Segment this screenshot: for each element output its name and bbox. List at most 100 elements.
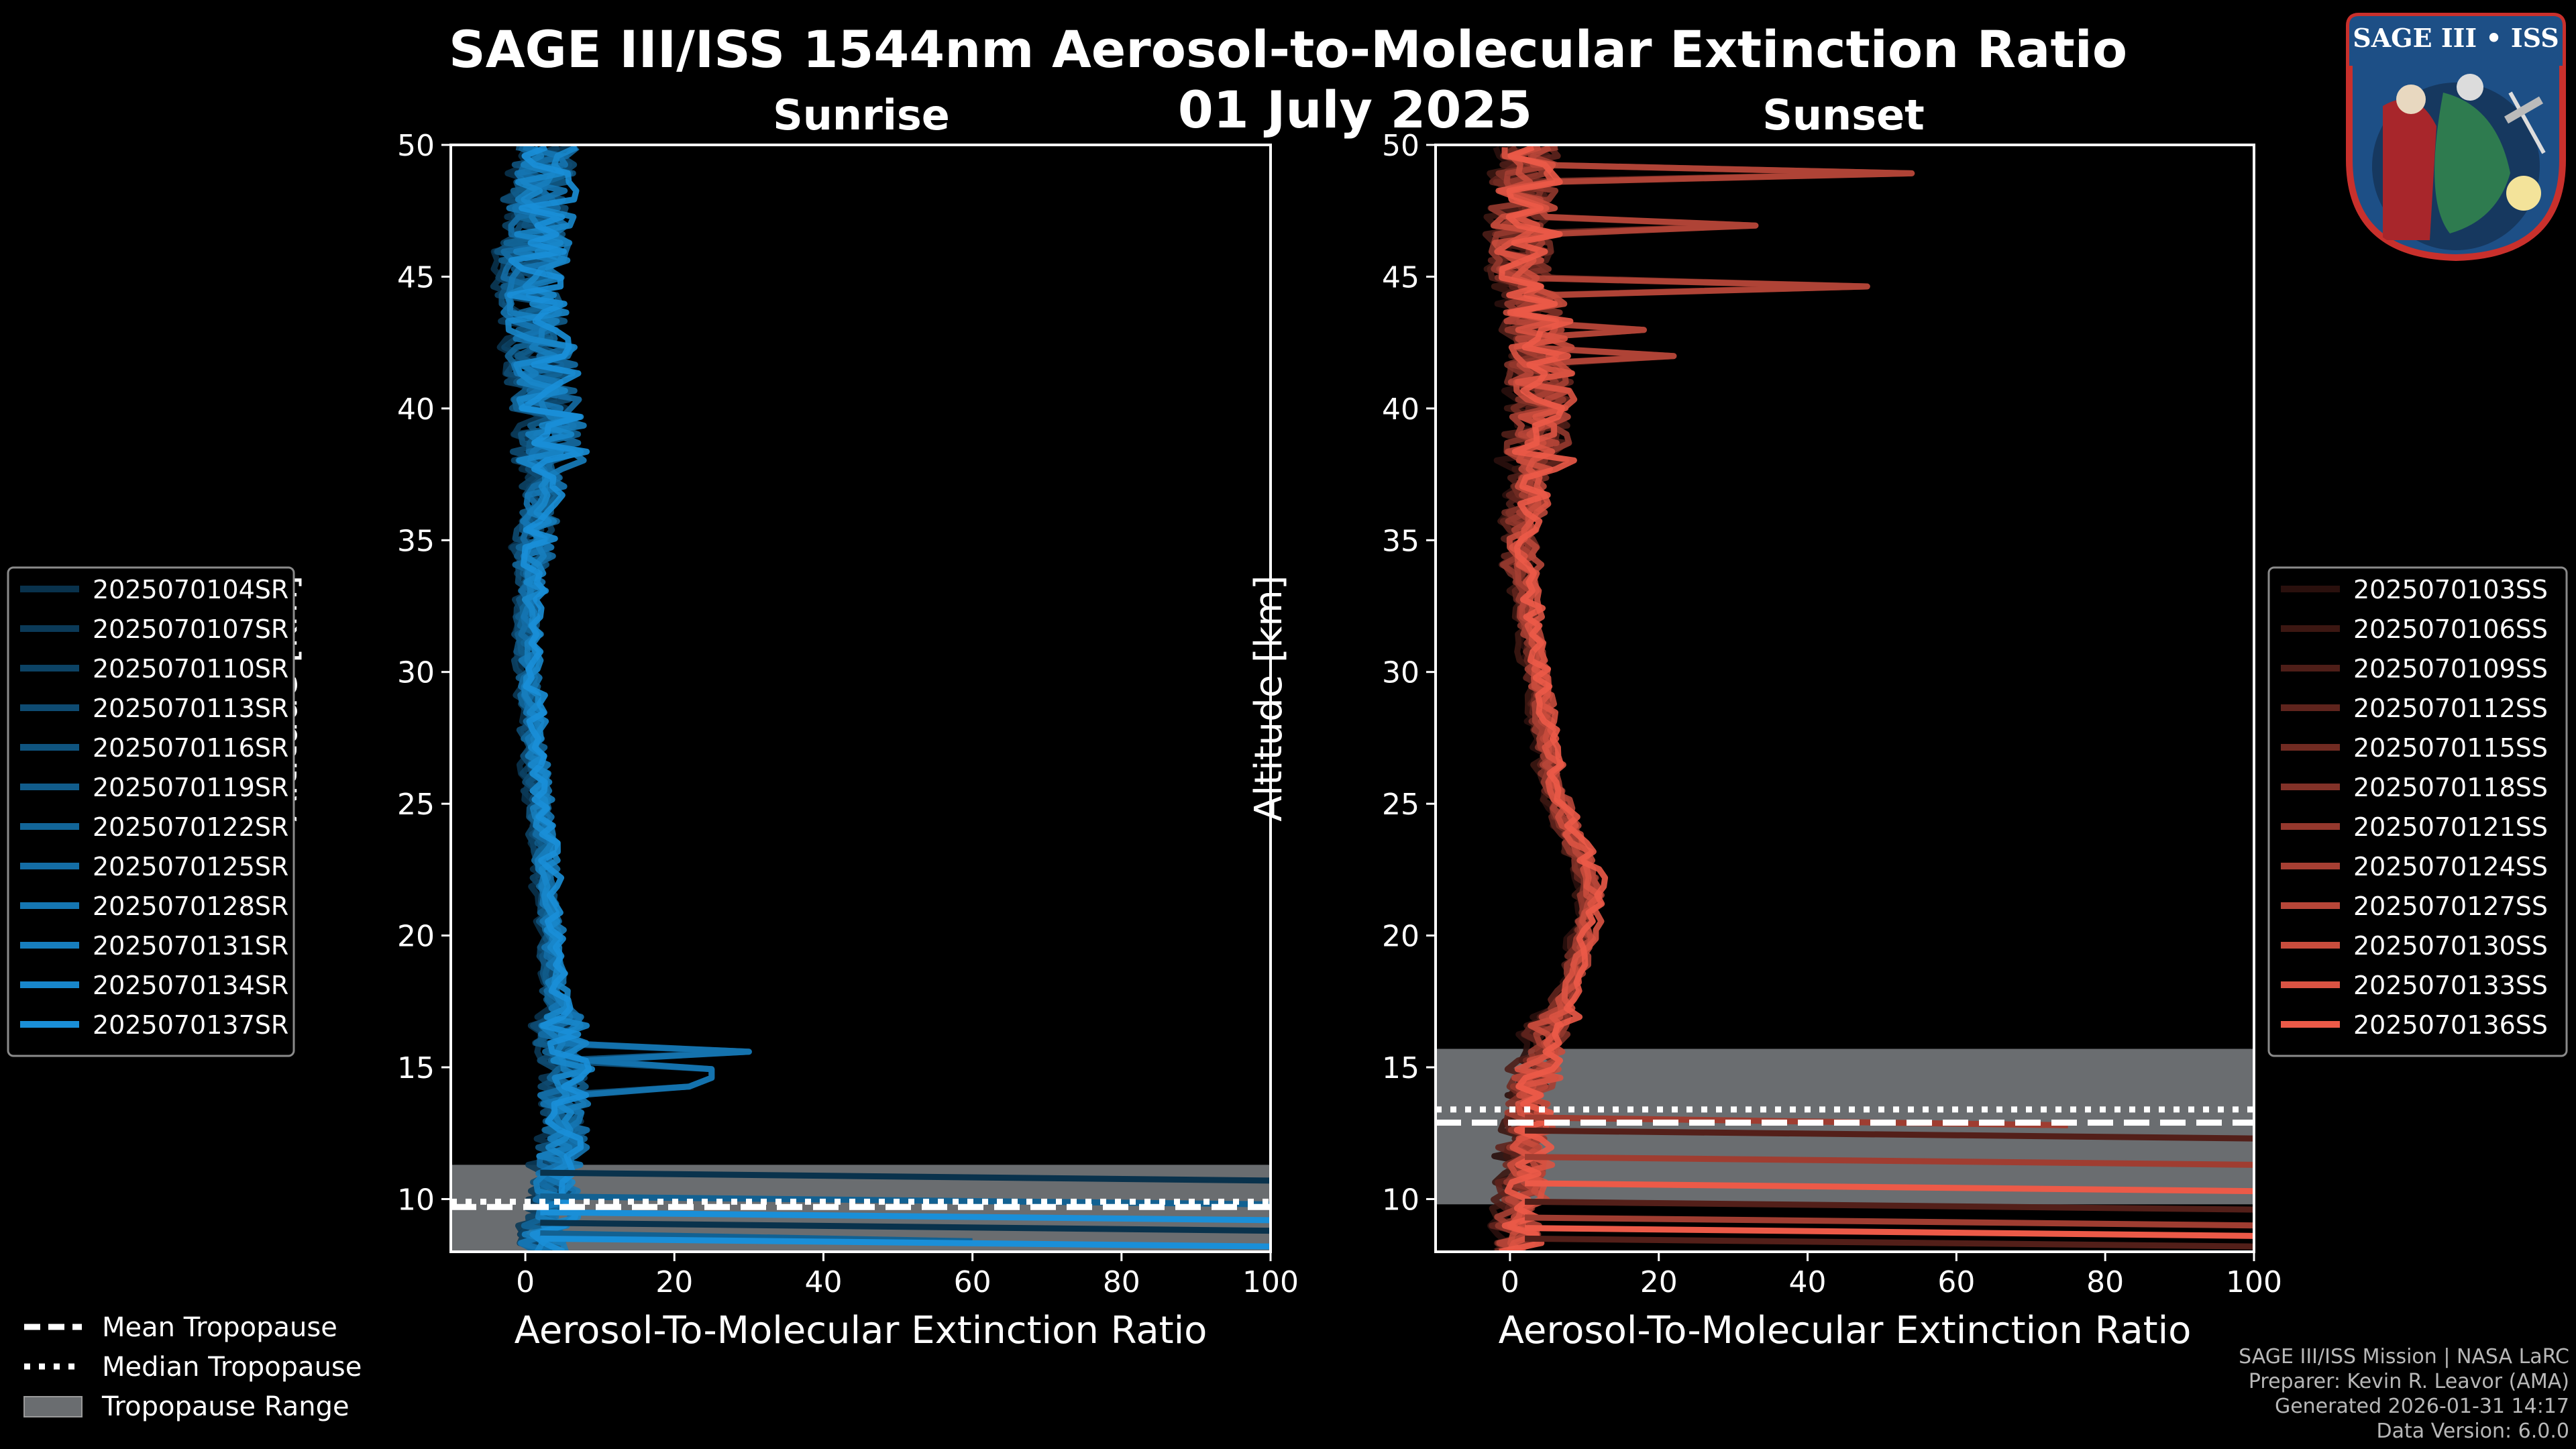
sunrise-panel-title: Sunrise	[773, 91, 950, 140]
tropopause-legend: Mean Tropopause Median Tropopause Tropopau…	[23, 1312, 362, 1422]
footer-credits: SAGE III/ISS Mission | NASA LaRC Prepare…	[2239, 1344, 2569, 1444]
legend-label: 2025070107SR	[93, 614, 288, 644]
legend-label: 2025070127SS	[2353, 892, 2548, 921]
y-tick-label: 35	[1382, 524, 1419, 558]
footer-preparer: Preparer: Kevin R. Leavor (AMA)	[2248, 1370, 2569, 1393]
legend-label: 2025070113SR	[93, 694, 288, 723]
y-tick-label: 45	[397, 260, 435, 294]
profile-traces	[1482, 145, 2254, 1252]
profile-line	[1525, 1154, 2254, 1168]
tropopause-range-band	[1436, 1049, 2254, 1205]
y-tick-label: 20	[397, 920, 435, 954]
profile-line	[540, 1220, 1271, 1234]
profile-traces	[490, 145, 1271, 1252]
page-title: SAGE III/ISS 1544nm Aerosol-to-Molecular…	[448, 19, 2128, 79]
x-tick-label: 80	[2086, 1265, 2124, 1299]
legend-label: 2025070103SS	[2353, 575, 2548, 604]
x-tick-label: 60	[1937, 1265, 1975, 1299]
y-tick-label: 40	[1382, 392, 1419, 427]
legend-label: 2025070125SR	[93, 852, 288, 881]
x-tick-label: 20	[1640, 1265, 1678, 1299]
sunrise-legend: 2025070104SR 2025070107SR 2025070110SR 2025…	[7, 566, 295, 1057]
profile-line	[1525, 1214, 2254, 1229]
legend-label: 2025070106SS	[2353, 614, 2548, 644]
profile-line	[1525, 1114, 2068, 1128]
y-tick-label: 50	[397, 129, 435, 163]
profile-line	[1525, 1180, 2254, 1195]
legend-label: 2025070128SR	[93, 892, 288, 921]
sunrise-panel: 0 20 40 60 80 100 10 15 20 25 30 35 40 45 50 Aerosol-To…	[7, 129, 1299, 1352]
tropopause-legend-label: Median Tropopause	[102, 1352, 362, 1383]
y-tick-label: 25	[397, 788, 435, 822]
x-tick-label: 0	[1501, 1265, 1519, 1299]
axes-frame	[449, 144, 1272, 1253]
x-axis-label: Aerosol-To-Molecular Extinction Ratio	[515, 1309, 1208, 1352]
x-tick-label: 20	[655, 1265, 693, 1299]
legend-label: 2025070130SS	[2353, 931, 2548, 961]
y-tick-label: 50	[1382, 129, 1419, 163]
y-tick-label: 10	[1382, 1183, 1419, 1217]
x-tick-label: 60	[954, 1265, 991, 1299]
x-tick-label: 0	[516, 1265, 535, 1299]
legend-label: 2025070122SR	[93, 812, 288, 842]
legend-label: 2025070112SS	[2353, 694, 2548, 723]
profile-line	[540, 1209, 1271, 1224]
y-tick-label: 30	[397, 656, 435, 690]
y-tick-label: 15	[1382, 1051, 1419, 1085]
logo-text: SAGE III • ISS	[2353, 23, 2559, 53]
y-tick-label: 20	[1382, 920, 1419, 954]
profile-line	[1525, 1198, 2254, 1213]
legend-label: 2025070104SR	[93, 575, 288, 604]
legend-label: 2025070131SR	[93, 931, 288, 961]
axes-frame	[1434, 144, 2255, 1253]
legend-label: 2025070137SR	[93, 1010, 288, 1040]
y-axis-label: Altitude [km]	[1247, 575, 1291, 821]
profile-line	[1525, 1225, 2254, 1239]
profile-line	[1494, 147, 1605, 1252]
y-tick-label: 40	[397, 392, 435, 427]
legend-label: 2025070124SS	[2353, 852, 2548, 881]
legend-label: 2025070116SR	[93, 733, 288, 763]
x-axis-label: Aerosol-To-Molecular Extinction Ratio	[1499, 1309, 2192, 1352]
legend-label: 2025070119SR	[93, 773, 288, 802]
legend-label: 2025070115SS	[2353, 733, 2548, 763]
legend-frame	[2267, 566, 2568, 1057]
legend-frame	[7, 566, 295, 1057]
y-tick-label: 10	[397, 1183, 435, 1217]
y-tick-label: 15	[397, 1051, 435, 1085]
sunset-panel: 0 20 40 60 80 100 10 15 20 25 30 35 40 45 50 Aerosol-To…	[1247, 129, 2568, 1352]
sage-logo: SAGE III • ISS	[2346, 13, 2566, 262]
x-tick-label: 100	[1242, 1265, 1299, 1299]
profile-line	[1499, 145, 1609, 1252]
y-tick-label: 30	[1382, 656, 1419, 690]
legend-label: 2025070118SS	[2353, 773, 2548, 802]
y-tick-label: 45	[1382, 260, 1419, 294]
legend-label: 2025070110SR	[93, 654, 288, 684]
legend-label: 2025070133SS	[2353, 971, 2548, 1000]
profile-line	[504, 145, 592, 1252]
sunset-panel-title: Sunset	[1762, 91, 1925, 140]
profile-line	[540, 1235, 1271, 1250]
legend-label: 2025070121SS	[2353, 812, 2548, 842]
x-tick-label: 80	[1103, 1265, 1140, 1299]
x-tick-label: 40	[804, 1265, 842, 1299]
x-tick-label: 40	[1789, 1265, 1827, 1299]
x-tick-label: 100	[2226, 1265, 2282, 1299]
tropopause-range-swatch	[23, 1396, 83, 1417]
profile-line	[540, 1169, 1271, 1184]
y-tick-label: 25	[1382, 788, 1419, 822]
legend-label: 2025070136SS	[2353, 1010, 2548, 1040]
profile-line	[1525, 1127, 2254, 1142]
tropopause-legend-label: Mean Tropopause	[102, 1312, 337, 1343]
footer-generated: Generated 2026-01-31 14:17	[2274, 1395, 2569, 1418]
footer-version: Data Version: 6.0.0	[2376, 1419, 2569, 1443]
page-date: 01 July 2025	[1177, 80, 1533, 140]
sunset-legend: 2025070103SS 2025070106SS 2025070109SS 2025…	[2267, 566, 2568, 1057]
legend-label: 2025070109SS	[2353, 654, 2548, 684]
profile-line	[506, 145, 592, 1252]
y-tick-label: 35	[397, 524, 435, 558]
tropopause-legend-label: Tropopause Range	[101, 1391, 350, 1422]
legend-label: 2025070134SR	[93, 971, 288, 1000]
footer-mission: SAGE III/ISS Mission | NASA LaRC	[2239, 1345, 2569, 1368]
